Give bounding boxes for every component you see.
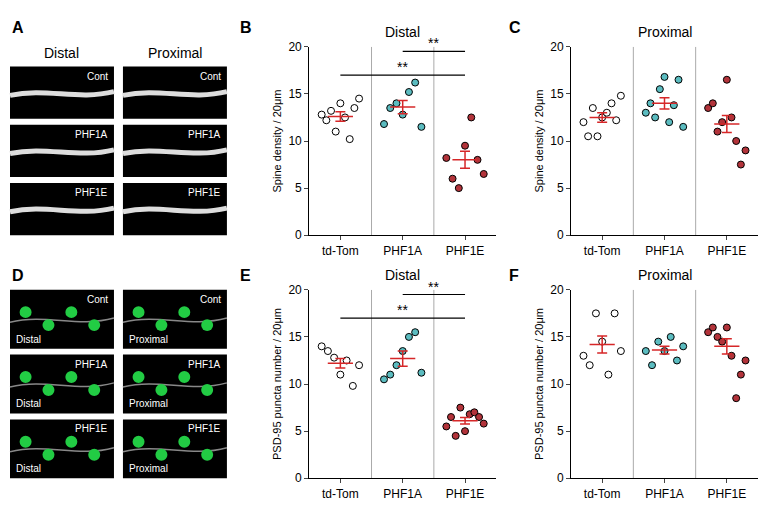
svg-text:Proximal: Proximal [638,267,692,283]
svg-text:PSD-95 puncta number / 20μm: PSD-95 puncta number / 20μm [271,308,283,460]
svg-text:15: 15 [288,87,302,101]
svg-text:**: ** [397,59,408,75]
svg-text:Spine density / 20μm: Spine density / 20μm [533,90,545,193]
svg-text:Cont: Cont [200,294,221,305]
svg-text:Cont: Cont [87,71,108,82]
svg-text:Distal: Distal [385,267,420,283]
svg-text:Proximal: Proximal [129,463,168,474]
svg-text:Cont: Cont [200,71,221,82]
svg-text:A: A [12,19,24,36]
svg-text:PHF1E: PHF1E [75,187,108,198]
svg-text:Proximal: Proximal [129,334,168,345]
svg-text:td-Tom: td-Tom [584,487,621,501]
svg-text:PHF1E: PHF1E [446,244,485,258]
svg-text:20: 20 [550,40,564,54]
svg-text:0: 0 [295,228,302,242]
svg-text:PHF1A: PHF1A [383,244,422,258]
svg-text:5: 5 [295,181,302,195]
svg-text:10: 10 [288,134,302,148]
svg-text:15: 15 [550,87,564,101]
svg-text:0: 0 [295,471,302,485]
svg-text:10: 10 [550,134,564,148]
svg-text:B: B [240,19,252,36]
svg-text:0: 0 [557,471,564,485]
svg-text:td-Tom: td-Tom [584,244,621,258]
svg-text:td-Tom: td-Tom [322,487,359,501]
svg-text:td-Tom: td-Tom [322,244,359,258]
svg-text:PHF1E: PHF1E [188,187,221,198]
svg-text:15: 15 [288,330,302,344]
svg-text:PSD-95 puncta number / 20μm: PSD-95 puncta number / 20μm [533,308,545,460]
svg-text:20: 20 [288,40,302,54]
svg-text:F: F [509,267,519,284]
svg-text:C: C [509,19,521,36]
svg-text:**: ** [428,279,439,295]
svg-text:5: 5 [557,181,564,195]
svg-text:PHF1E: PHF1E [188,423,221,434]
svg-text:Distal: Distal [16,334,41,345]
svg-text:Cont: Cont [87,294,108,305]
svg-text:PHF1A: PHF1A [188,129,221,140]
svg-text:**: ** [397,302,408,318]
svg-text:10: 10 [288,377,302,391]
svg-text:D: D [12,267,24,284]
svg-text:Distal: Distal [16,463,41,474]
svg-text:PHF1A: PHF1A [645,487,684,501]
svg-text:**: ** [428,35,439,51]
svg-text:PHF1A: PHF1A [645,244,684,258]
svg-text:Distal: Distal [44,45,79,61]
svg-text:PHF1A: PHF1A [75,359,108,370]
svg-text:PHF1E: PHF1E [75,423,108,434]
svg-text:Proximal: Proximal [129,398,168,409]
svg-text:PHF1E: PHF1E [707,244,746,258]
svg-text:0: 0 [557,228,564,242]
svg-text:20: 20 [550,283,564,297]
svg-text:Distal: Distal [16,398,41,409]
svg-text:PHF1A: PHF1A [75,129,108,140]
svg-text:E: E [240,267,251,284]
svg-text:Proximal: Proximal [148,45,202,61]
svg-text:20: 20 [288,283,302,297]
svg-text:PHF1E: PHF1E [446,487,485,501]
svg-text:PHF1A: PHF1A [188,359,221,370]
svg-text:Proximal: Proximal [638,24,692,40]
svg-text:15: 15 [550,330,564,344]
svg-text:Distal: Distal [385,24,420,40]
svg-text:Spine density / 20μm: Spine density / 20μm [271,90,283,193]
svg-text:PHF1E: PHF1E [707,487,746,501]
svg-text:5: 5 [295,424,302,438]
svg-text:5: 5 [557,424,564,438]
svg-text:10: 10 [550,377,564,391]
svg-text:PHF1A: PHF1A [383,487,422,501]
